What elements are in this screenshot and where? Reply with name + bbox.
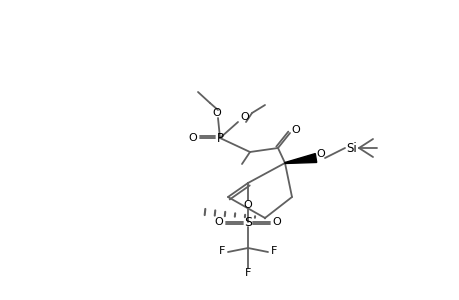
Text: O: O: [291, 125, 300, 135]
Text: O: O: [272, 217, 281, 227]
Text: O: O: [316, 149, 325, 159]
Text: F: F: [244, 268, 251, 278]
Text: S: S: [243, 215, 252, 229]
Text: O: O: [243, 200, 252, 210]
Text: Si: Si: [346, 142, 357, 154]
Polygon shape: [284, 154, 316, 164]
Text: F: F: [218, 246, 225, 256]
Text: O: O: [240, 112, 249, 122]
Text: F: F: [270, 246, 277, 256]
Text: P: P: [216, 131, 223, 145]
Text: O: O: [214, 217, 223, 227]
Text: O: O: [212, 108, 221, 118]
Text: O: O: [188, 133, 197, 143]
